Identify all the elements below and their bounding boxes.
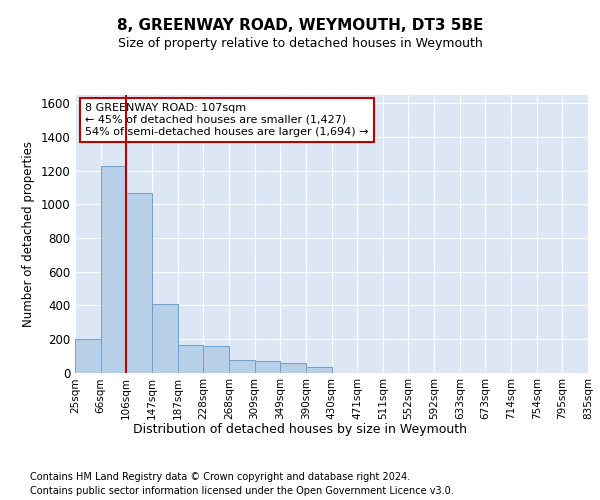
Text: Contains public sector information licensed under the Open Government Licence v3: Contains public sector information licen… xyxy=(30,486,454,496)
Text: Size of property relative to detached houses in Weymouth: Size of property relative to detached ho… xyxy=(118,38,482,51)
Bar xyxy=(101,166,127,372)
Text: 8, GREENWAY ROAD, WEYMOUTH, DT3 5BE: 8, GREENWAY ROAD, WEYMOUTH, DT3 5BE xyxy=(117,18,483,32)
Text: 8 GREENWAY ROAD: 107sqm
← 45% of detached houses are smaller (1,427)
54% of semi: 8 GREENWAY ROAD: 107sqm ← 45% of detache… xyxy=(85,104,369,136)
Bar xyxy=(127,194,152,372)
Bar xyxy=(178,345,203,372)
Bar xyxy=(203,346,229,372)
Bar xyxy=(280,363,306,372)
Bar xyxy=(229,360,254,372)
Bar xyxy=(75,339,101,372)
Y-axis label: Number of detached properties: Number of detached properties xyxy=(22,141,35,327)
Text: Distribution of detached houses by size in Weymouth: Distribution of detached houses by size … xyxy=(133,422,467,436)
Text: Contains HM Land Registry data © Crown copyright and database right 2024.: Contains HM Land Registry data © Crown c… xyxy=(30,472,410,482)
Bar xyxy=(152,304,178,372)
Bar xyxy=(306,368,331,372)
Bar xyxy=(254,360,280,372)
